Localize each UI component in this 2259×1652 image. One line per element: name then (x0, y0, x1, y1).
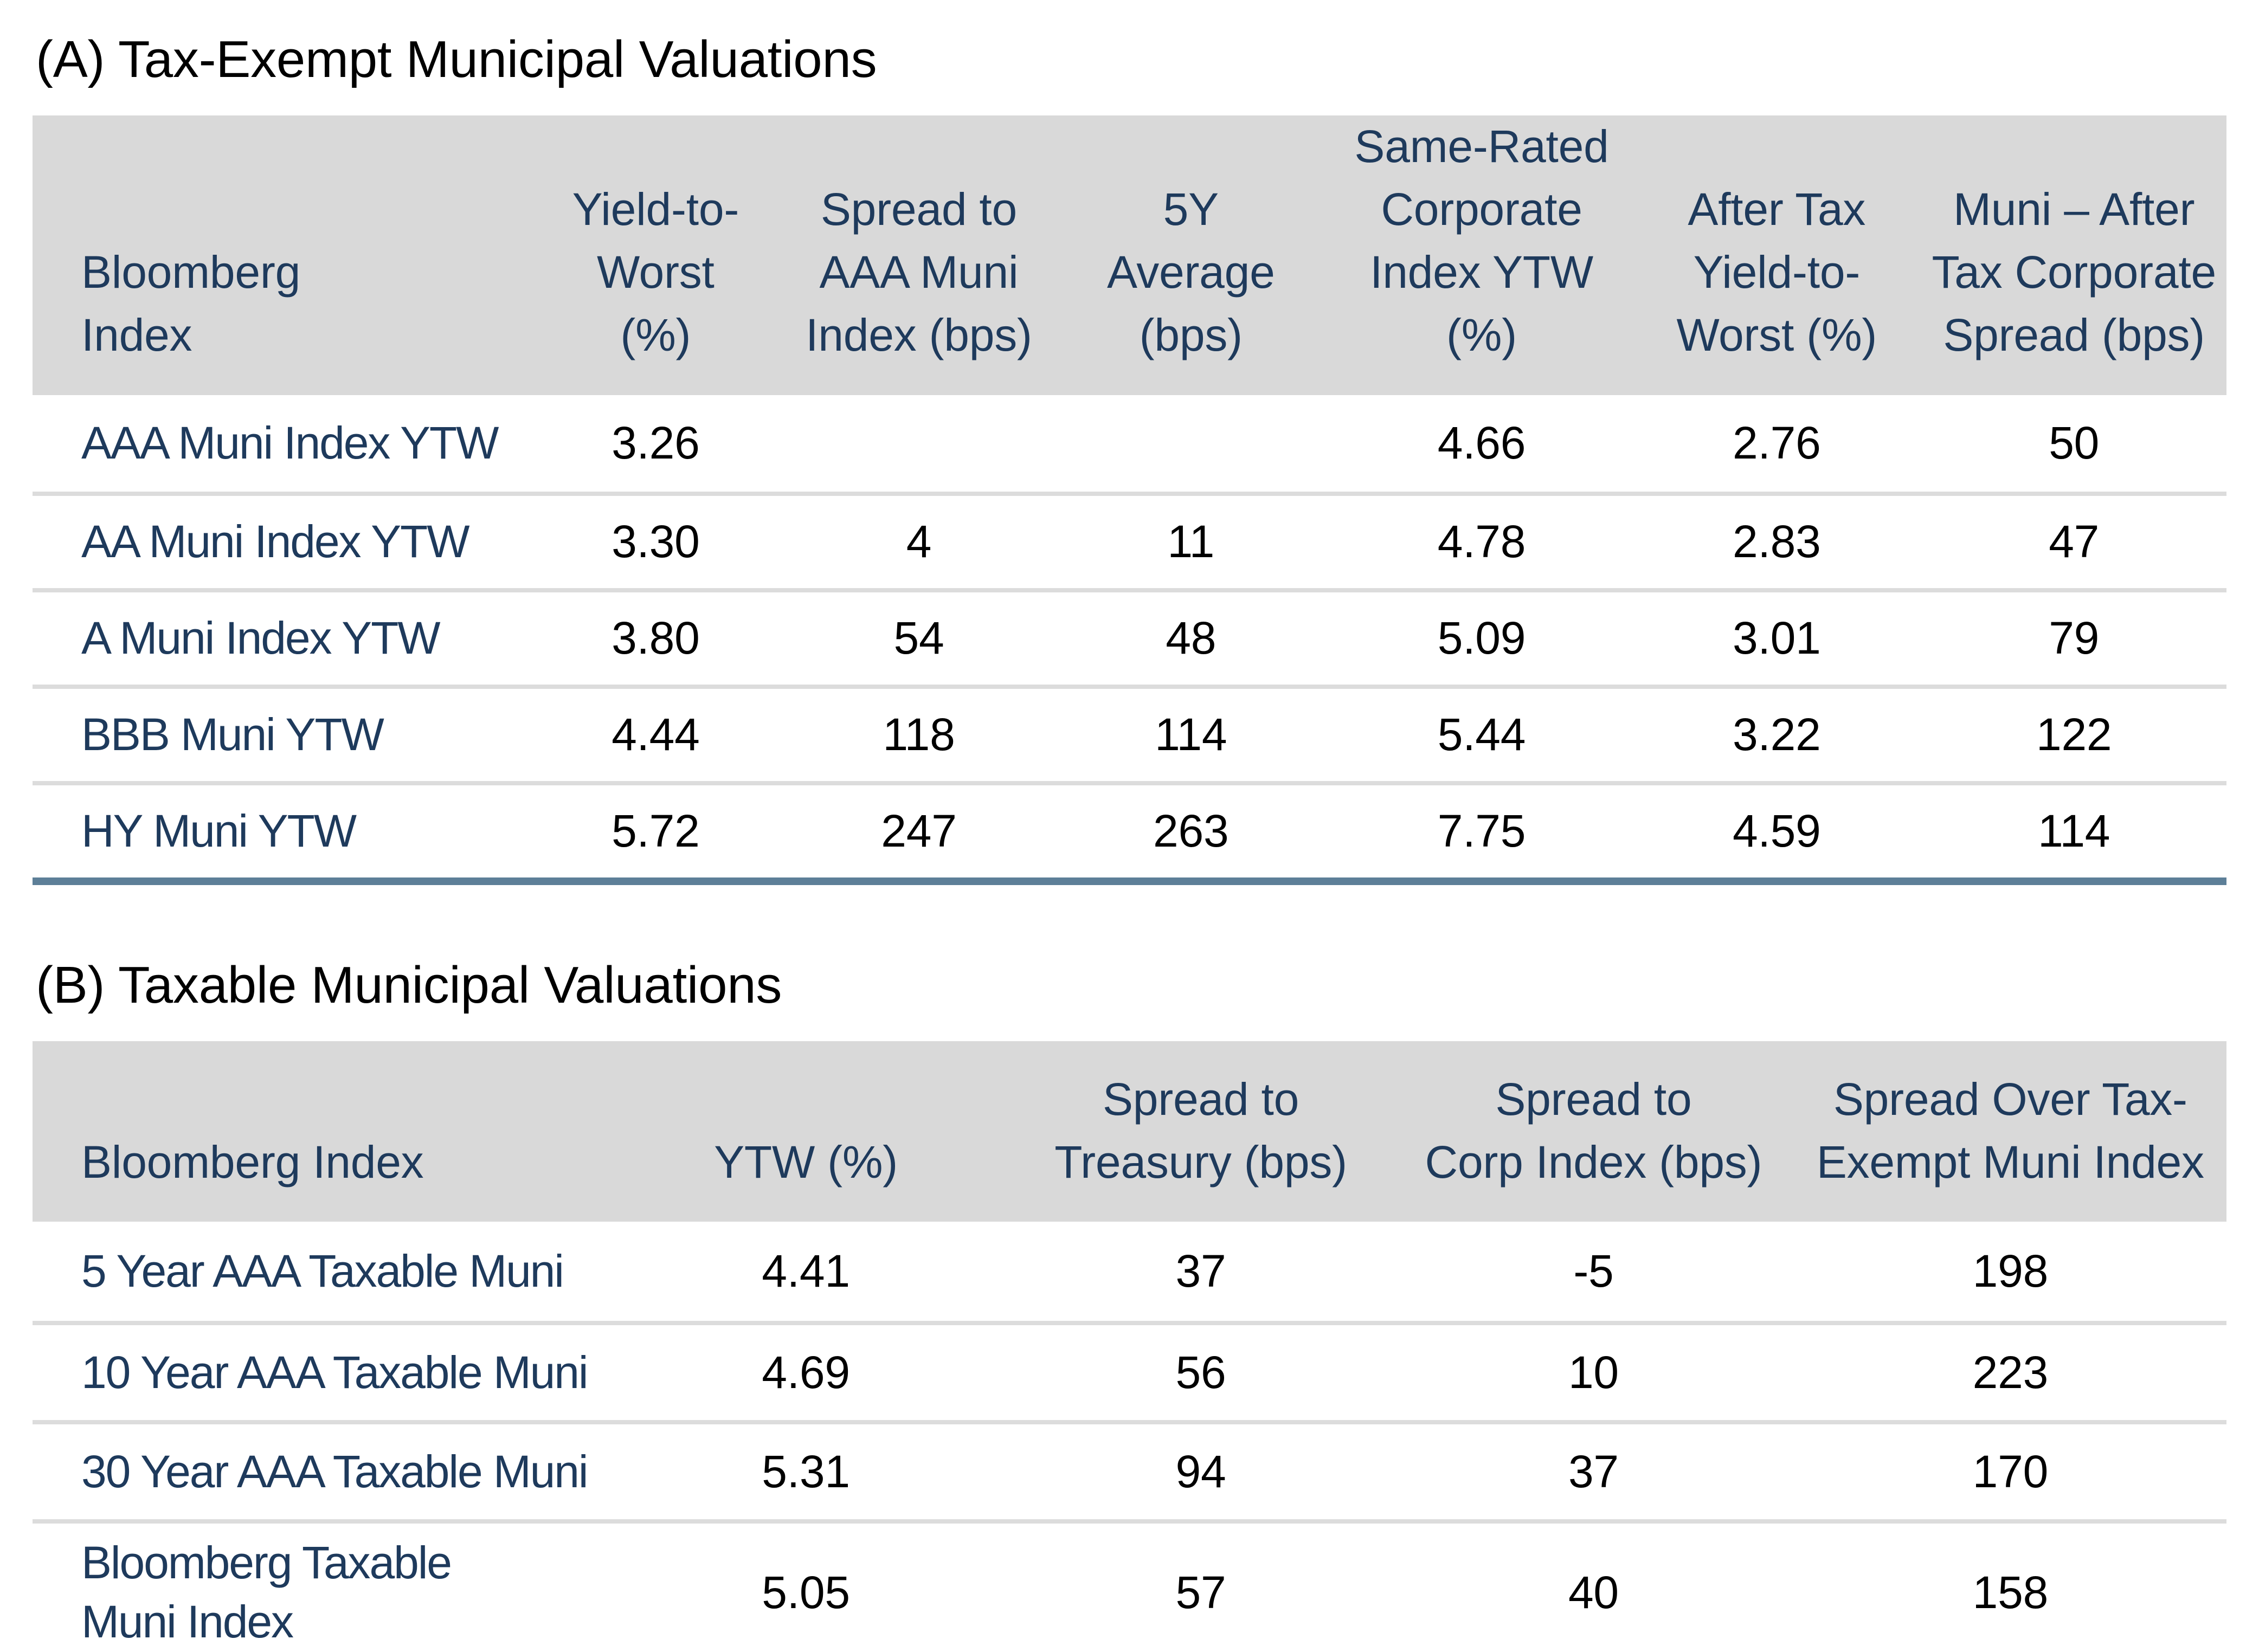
cell-value: -5 (1573, 1246, 1614, 1297)
col-header-bloomberg-index: Bloomberg Index (81, 247, 301, 361)
table-row-aaa-muni: AAA Muni Index YTW 3.26 4.66 2.76 50 (33, 395, 2226, 492)
col-header-spread-to-treasury: Spread to Treasury (bps) (1054, 1073, 1347, 1188)
table-a-header-row: Bloomberg Index Yield-to- Worst (%) Spre… (33, 115, 2226, 396)
cell-value: 4.78 (1437, 516, 1526, 567)
cell-value: 4.66 (1437, 417, 1526, 469)
cell-value: 4.41 (762, 1246, 850, 1297)
row-label: HY Muni YTW (81, 805, 357, 857)
cell-value: 94 (1175, 1446, 1226, 1498)
col-header-after-tax-ytw: After Tax Yield-to- Worst (%) (1676, 184, 1877, 361)
cell-value: 37 (1568, 1446, 1619, 1498)
col-header-5y-average: 5Y Average (bps) (1106, 184, 1275, 361)
cell-value: 5.31 (762, 1446, 850, 1498)
cell-value: 11 (1167, 516, 1215, 567)
col-header-bloomberg-index: Bloomberg Index (81, 1136, 424, 1188)
cell-value: 2.83 (1733, 516, 1821, 567)
table-row-bloomberg-taxable-muni-index: Bloomberg Taxable Muni Index 5.05 57 40 … (33, 1519, 2226, 1652)
cell-value: 198 (1972, 1246, 2049, 1297)
cell-value: 263 (1153, 805, 1229, 857)
cell-value: 158 (1972, 1566, 2049, 1618)
col-header-spread-to-aaa-muni: Spread to AAA Muni Index (bps) (806, 184, 1032, 361)
cell-value: 5.05 (762, 1566, 850, 1618)
section-b-title: (B) Taxable Municipal Valuations (36, 956, 782, 1015)
cell-value: 47 (2049, 516, 2100, 567)
col-header-yield-to-worst: Yield-to- Worst (%) (572, 184, 739, 361)
cell-value: 114 (1155, 709, 1227, 760)
cell-value: 50 (2049, 417, 2100, 469)
row-label: Bloomberg Taxable Muni Index (81, 1537, 452, 1648)
col-header-spread-over-tax-exempt: Spread Over Tax- Exempt Muni Index (1816, 1073, 2204, 1188)
cell-value: 170 (1972, 1446, 2049, 1498)
row-label: AAA Muni Index YTW (81, 417, 499, 469)
table-row-30y-aaa-taxable: 30 Year AAA Taxable Muni 5.31 94 37 170 (33, 1420, 2226, 1519)
cell-value: 4.69 (762, 1347, 850, 1398)
table-b-header-row: Bloomberg Index YTW (%) Spread to Treasu… (33, 1041, 2226, 1222)
col-header-spread-to-corp-index: Spread to Corp Index (bps) (1425, 1073, 1762, 1188)
cell-value: 5.44 (1437, 709, 1526, 760)
cell-value: 122 (2036, 709, 2112, 760)
col-header-ytw: YTW (%) (714, 1136, 898, 1188)
row-label: AA Muni Index YTW (81, 516, 470, 567)
cell-value: 7.75 (1437, 805, 1526, 857)
cell-value: 37 (1175, 1246, 1226, 1297)
cell-value: 3.01 (1733, 612, 1821, 664)
table-row-bbb-muni: BBB Muni YTW 4.44 118 114 5.44 3.22 122 (33, 685, 2226, 781)
cell-value: 2.76 (1733, 417, 1821, 469)
table-row-a-muni: A Muni Index YTW 3.80 54 48 5.09 3.01 79 (33, 588, 2226, 685)
row-label: BBB Muni YTW (81, 709, 384, 760)
col-header-muni-after-tax-spread: Muni – After Tax Corporate Spread (bps) (1932, 184, 2216, 361)
cell-value: 48 (1166, 612, 1217, 664)
row-label: 10 Year AAA Taxable Muni (81, 1347, 589, 1398)
cell-value: 247 (881, 805, 957, 857)
cell-value: 57 (1175, 1566, 1226, 1618)
cell-value: 118 (883, 709, 955, 760)
row-label: A Muni Index YTW (81, 612, 441, 664)
cell-value: 4 (906, 516, 932, 567)
section-taxable-valuations: (B) Taxable Municipal Valuations Bloombe… (33, 956, 2226, 1652)
cell-value: 40 (1568, 1566, 1619, 1618)
col-header-same-rated-corporate-ytw: Same-Rated Corporate Index YTW (%) (1354, 121, 1609, 361)
table-row-aa-muni: AA Muni Index YTW 3.30 4 11 4.78 2.83 47 (33, 492, 2226, 588)
row-label: 30 Year AAA Taxable Muni (81, 1446, 589, 1498)
table-row-5y-aaa-taxable: 5 Year AAA Taxable Muni 4.41 37 -5 198 (33, 1222, 2226, 1321)
cell-value: 3.22 (1733, 709, 1821, 760)
row-label: 5 Year AAA Taxable Muni (81, 1246, 564, 1297)
cell-value: 114 (2038, 805, 2110, 857)
section-a-title: (A) Tax-Exempt Municipal Valuations (36, 30, 877, 88)
table-row-hy-muni: HY Muni YTW 5.72 247 263 7.75 4.59 114 (33, 781, 2226, 877)
cell-value: 223 (1972, 1347, 2049, 1398)
table-tax-exempt: Bloomberg Index Yield-to- Worst (%) Spre… (33, 115, 2226, 886)
cell-value: 5.09 (1437, 612, 1526, 664)
section-tax-exempt-valuations: (A) Tax-Exempt Municipal Valuations Bloo… (33, 30, 2226, 886)
cell-value: 3.80 (612, 612, 700, 664)
table-taxable: Bloomberg Index YTW (%) Spread to Treasu… (33, 1041, 2226, 1652)
cell-value: 3.30 (612, 516, 700, 567)
cell-value: 79 (2049, 612, 2100, 664)
cell-value: 10 (1568, 1347, 1619, 1398)
cell-value: 4.44 (612, 709, 700, 760)
cell-value: 56 (1175, 1347, 1226, 1398)
cell-value: 54 (893, 612, 944, 664)
cell-value: 5.72 (612, 805, 700, 857)
cell-value: 3.26 (612, 417, 700, 469)
cell-value: 4.59 (1733, 805, 1821, 857)
table-row-10y-aaa-taxable: 10 Year AAA Taxable Muni 4.69 56 10 223 (33, 1321, 2226, 1420)
